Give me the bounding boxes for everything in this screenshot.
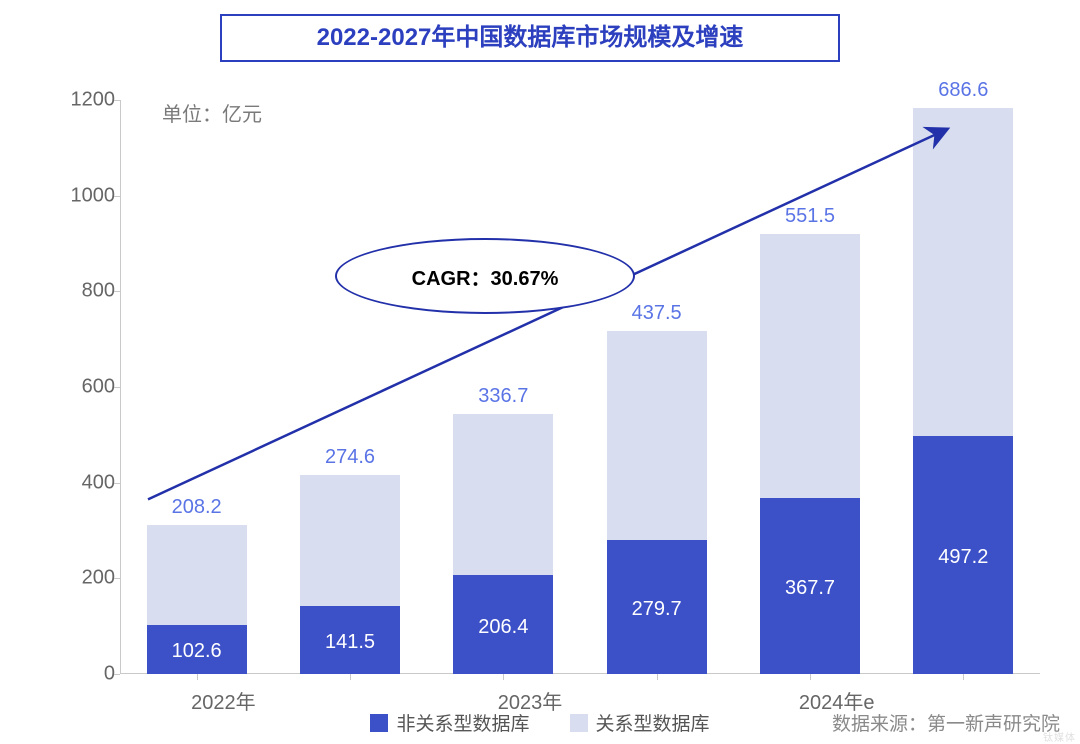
- cagr-annotation: CAGR：30.67%: [335, 238, 635, 314]
- legend-label: 非关系型数据库: [396, 709, 529, 736]
- bar-value-label: 336.7: [453, 385, 553, 408]
- bar-segment-relational: [453, 414, 553, 575]
- bar-group: 206.4336.72024年e: [453, 100, 553, 674]
- y-tick-label: 600: [55, 376, 115, 399]
- y-axis-labels: 020040060080010001200: [55, 100, 115, 674]
- bar-value-label: 208.2: [147, 496, 247, 519]
- bar-group: 141.5274.62023年: [300, 100, 400, 674]
- y-tick-label: 800: [55, 280, 115, 303]
- bar-group: 367.7551.52026年e: [760, 100, 860, 674]
- y-tick-label: 0: [55, 663, 115, 686]
- data-source-label: 数据来源：第一新声研究院: [832, 709, 1060, 736]
- bars-area: 102.6208.22022年141.5274.62023年206.4336.7…: [120, 100, 1040, 674]
- bar-segment-relational: [760, 234, 860, 498]
- bar-value-label: 367.7: [760, 577, 860, 600]
- bar-value-label: 274.6: [300, 446, 400, 469]
- bar-value-label: 279.7: [607, 598, 707, 621]
- y-tick-label: 200: [55, 567, 115, 590]
- bar-segment-relational: [147, 525, 247, 625]
- bar-segment-relational: [913, 108, 1013, 436]
- bar-segment-relational: [300, 475, 400, 606]
- watermark: 钛媒体: [1043, 729, 1076, 744]
- bar-segment-relational: [607, 331, 707, 540]
- bar-group: 497.2686.62027年e: [913, 100, 1013, 674]
- bar-value-label: 686.6: [913, 79, 1013, 102]
- y-tick-label: 1000: [55, 184, 115, 207]
- legend-label: 关系型数据库: [596, 709, 710, 736]
- chart-container: 2022-2027年中国数据库市场规模及增速 0 200 400 600 800 1000…: [0, 0, 1080, 744]
- bar-value-label: 437.5: [607, 302, 707, 325]
- bar-group: 279.7437.52025年e: [607, 100, 707, 674]
- bar-value-label: 102.6: [147, 640, 247, 663]
- legend-swatch-icon: [370, 714, 388, 732]
- bar-value-label: 551.5: [760, 205, 860, 228]
- bar-value-label: 497.2: [913, 546, 1013, 569]
- bar-value-label: 141.5: [300, 631, 400, 654]
- bar-group: 102.6208.22022年: [147, 100, 247, 674]
- y-tick-label: 400: [55, 471, 115, 494]
- bar-value-label: 206.4: [453, 616, 553, 639]
- cagr-text: CAGR：30.67%: [412, 262, 559, 291]
- y-tick-label: 1200: [55, 89, 115, 112]
- legend-item-relational: 关系型数据库: [570, 709, 710, 736]
- chart-title: 2022-2027年中国数据库市场规模及增速: [220, 14, 840, 62]
- legend-item-non-relational: 非关系型数据库: [370, 709, 529, 736]
- plot-area: 020040060080010001200 单位：亿元 102.6208.220…: [120, 100, 1040, 674]
- legend-swatch-icon: [570, 714, 588, 732]
